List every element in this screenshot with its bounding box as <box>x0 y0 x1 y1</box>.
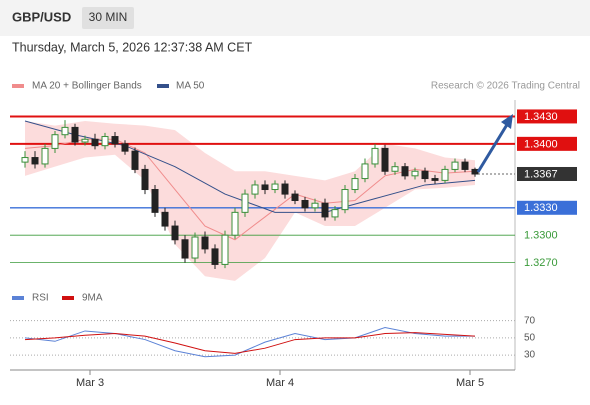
candle-body <box>31 157 39 165</box>
legend-label: 9MA <box>82 293 103 304</box>
candle-body <box>421 170 429 180</box>
legend-swatch <box>62 296 74 300</box>
candle-body <box>381 147 389 172</box>
candle-body <box>141 168 149 191</box>
candle-body <box>231 211 239 236</box>
rsi-panel: 70 50 30 <box>10 315 536 361</box>
candle-body <box>341 189 349 211</box>
credit: Research © 2026 Trading Central <box>431 81 580 92</box>
candle-body <box>211 248 219 265</box>
level-label-box <box>517 166 577 181</box>
legend-swatch <box>12 84 24 88</box>
candle-body <box>371 147 379 165</box>
forecast-arrow <box>476 122 510 173</box>
candle-body <box>301 199 309 209</box>
legend-label: MA 50 <box>176 81 205 92</box>
candle-body <box>111 136 119 145</box>
interval-box <box>82 7 134 29</box>
interval: 30 MIN <box>89 10 128 24</box>
x-tick-label: Mar 4 <box>266 377 294 389</box>
candle-body <box>131 150 139 170</box>
legend-label: RSI <box>32 293 49 304</box>
candle-body <box>431 178 439 181</box>
candle-body <box>321 202 329 218</box>
candle-body <box>171 225 179 241</box>
level-label: 1.3367 <box>524 168 558 180</box>
candle-body <box>61 126 69 136</box>
candle-body <box>461 161 469 170</box>
candle-body <box>441 168 449 181</box>
level-label-box <box>517 200 577 215</box>
candle-body <box>401 166 409 177</box>
candle-body <box>251 184 259 195</box>
candle-body <box>161 211 169 227</box>
level-label-box <box>517 109 577 124</box>
candle-body <box>291 193 299 201</box>
candle-body <box>201 236 209 250</box>
level-label: 1.3270 <box>524 257 558 269</box>
candle-body <box>351 178 359 191</box>
candle-body <box>391 166 399 172</box>
price-panel: 1.3430 1.3400 1.3367 1.3330 1.3300 1.3270 <box>10 109 577 281</box>
candle-body <box>331 209 339 218</box>
level-label: 1.3400 <box>524 138 558 150</box>
legend-swatch <box>157 84 169 88</box>
candle-body <box>261 184 269 191</box>
candle-body <box>271 183 279 191</box>
candle-body <box>81 138 89 143</box>
candle-body <box>71 126 79 143</box>
candle-body <box>41 147 49 165</box>
x-tick-label: Mar 5 <box>456 377 484 389</box>
candle-body <box>361 163 369 180</box>
level-label: 1.3300 <box>524 230 558 242</box>
legend-label: MA 20 + Bollinger Bands <box>32 81 142 92</box>
candle-body <box>451 161 459 170</box>
candle-body <box>51 134 59 149</box>
candle-body <box>471 168 479 175</box>
candle-body <box>181 239 189 259</box>
candle-body <box>191 236 199 259</box>
candle-body <box>241 193 249 213</box>
legend-swatch <box>12 296 24 300</box>
candle-body <box>101 136 109 147</box>
level-label-box <box>517 136 577 151</box>
candle-body <box>21 157 29 163</box>
y-tick-label: 50 <box>524 332 536 343</box>
candle-body <box>411 170 419 177</box>
ma-line <box>24 120 476 213</box>
y-tick-label: 70 <box>524 315 536 326</box>
candle-body <box>91 138 99 147</box>
indicator-line <box>24 332 476 354</box>
indicator-line <box>24 326 475 358</box>
level-label: 1.3330 <box>524 202 558 214</box>
candle-body <box>121 143 129 152</box>
ma-line <box>24 138 476 241</box>
timestamp: Thursday, March 5, 2026 12:37:38 AM CET <box>12 40 253 54</box>
level-label: 1.3430 <box>524 111 558 123</box>
candle-body <box>281 183 289 195</box>
candle-body <box>221 234 229 265</box>
x-tick-label: Mar 3 <box>76 377 104 389</box>
y-tick-label: 30 <box>524 350 536 361</box>
candle-body <box>151 189 159 213</box>
symbol: GBP/USD <box>12 9 71 24</box>
candle-body <box>311 202 319 209</box>
forecast-arrowhead <box>501 114 513 129</box>
